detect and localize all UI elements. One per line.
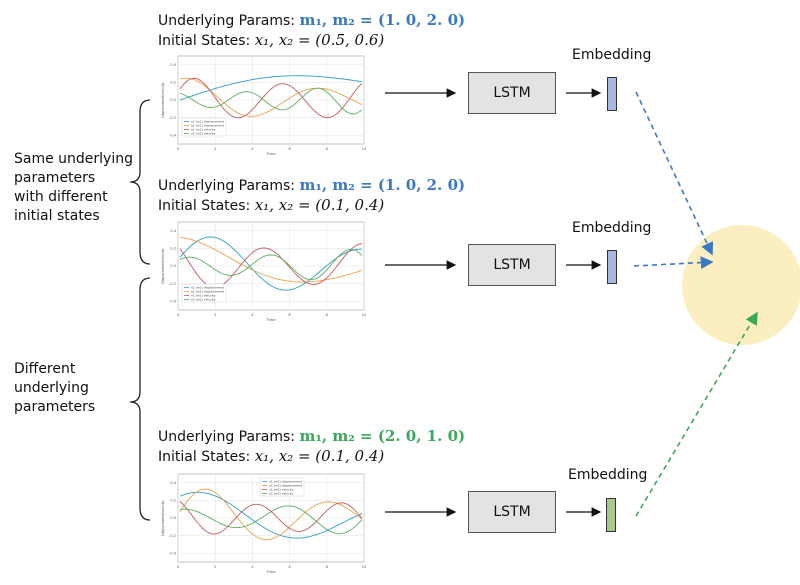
y-tick-label: -0.4	[169, 299, 177, 303]
y-tick-label: 0.2	[170, 81, 176, 85]
legend-entry: v1 (m1) velocity	[191, 128, 216, 132]
series-line	[179, 77, 363, 119]
x-tick-label: 10	[362, 313, 366, 317]
x-tick-label: 0	[177, 147, 179, 151]
panel3-params: Underlying Params: m₁, m₂ = (2. 0, 1. 0)	[158, 427, 466, 445]
series-line	[179, 488, 363, 541]
panel2-states: Initial States: x₁, x₂ = (0.1, 0.4)	[158, 196, 385, 214]
panel2-lstm-box: LSTM	[468, 244, 556, 286]
panel1-embedding-bar	[607, 77, 617, 111]
x-tick-label: 4	[251, 565, 254, 569]
brace-same	[129, 99, 151, 265]
panel2-embedding-bar	[607, 250, 617, 284]
x-axis-label: Time	[265, 151, 276, 156]
legend-entry: v2 (m2) velocity	[269, 492, 294, 496]
legend-entry: x1 (m1) displacement	[191, 120, 225, 124]
legend-entry: x1 (m1) displacement	[191, 286, 225, 290]
y-tick-label: 0.4	[170, 229, 176, 233]
x-tick-label: 6	[288, 147, 290, 151]
legend-entry: v2 (m2) velocity	[191, 132, 216, 136]
y-tick-label: 0.0	[170, 264, 176, 268]
panel1-plot: 0 2 4 6 8 10 0.4 0.2 0.0 -0.2 -0.4 Time Displacement…	[160, 52, 372, 156]
panel2-embedding-label: Embedding	[572, 220, 652, 236]
panel2-plot: 0 2 4 6 8 10 0.4 0.2 0.0 -0.2 -0.4 Time Displacement…	[160, 218, 372, 322]
panel3-embedding-label: Embedding	[568, 467, 648, 483]
x-tick-label: 6	[288, 313, 290, 317]
x-tick-label: 2	[214, 565, 216, 569]
series-line	[179, 236, 363, 291]
panel3-params-math: m₁, m₂ = (2. 0, 1. 0)	[299, 427, 466, 445]
x-axis-label: Time	[265, 317, 276, 322]
panel1-embedding-label: Embedding	[572, 47, 652, 63]
panel2-params: Underlying Params: m₁, m₂ = (1. 0, 2. 0)	[158, 176, 466, 194]
legend-entry: x2 (m2) displacement	[191, 124, 225, 128]
y-axis-label: Displacement/velocity	[161, 248, 165, 284]
panel2-params-math: m₁, m₂ = (1. 0, 2. 0)	[299, 176, 466, 194]
y-tick-label: -0.4	[169, 551, 177, 555]
series-line	[179, 248, 363, 281]
legend-box	[259, 477, 305, 497]
y-tick-label: 0.0	[170, 98, 176, 102]
x-tick-label: 0	[177, 565, 179, 569]
group-label-same: Same underlying parameters with differen…	[14, 151, 133, 224]
y-tick-label: -0.2	[169, 116, 176, 120]
panel3-lstm-box: LSTM	[468, 491, 556, 533]
x-tick-label: 10	[362, 565, 366, 569]
x-tick-label: 10	[362, 147, 366, 151]
brace-different	[129, 277, 151, 521]
panel1-states: Initial States: x₁, x₂ = (0.5, 0.6)	[158, 31, 385, 49]
y-tick-label: -0.2	[169, 534, 176, 538]
x-tick-label: 8	[326, 313, 328, 317]
y-axis-label: Displacement/velocity	[161, 82, 165, 118]
series-line	[179, 87, 363, 115]
legend-box	[181, 117, 227, 137]
y-tick-label: -0.4	[169, 133, 177, 137]
panel1-params: Underlying Params: m₁, m₂ = (1. 0, 2. 0)	[158, 11, 466, 29]
legend-entry: v2 (m2) velocity	[191, 298, 216, 302]
group-label-different: Different underlying parameters	[14, 361, 96, 415]
y-tick-label: 0.4	[170, 481, 176, 485]
x-tick-label: 6	[288, 565, 290, 569]
series-line	[179, 491, 363, 539]
y-axis-label: Displacement/velocity	[161, 500, 165, 536]
x-tick-label: 2	[214, 147, 216, 151]
panel1-lstm-box: LSTM	[468, 72, 556, 114]
y-tick-label: 0.2	[170, 499, 176, 503]
dashed-arrow-emb3	[635, 311, 758, 517]
x-tick-label: 8	[326, 147, 328, 151]
legend-entry: x1 (m1) displacement	[269, 480, 303, 484]
x-tick-label: 8	[326, 565, 328, 569]
embedding-space-circle	[682, 225, 800, 345]
y-tick-label: -0.2	[169, 282, 176, 286]
x-tick-label: 2	[214, 313, 216, 317]
y-tick-label: 0.4	[170, 63, 176, 67]
legend-entry: v1 (m1) velocity	[191, 294, 216, 298]
panel1-params-math: m₁, m₂ = (1. 0, 2. 0)	[299, 11, 466, 29]
legend-entry: v1 (m1) velocity	[269, 488, 294, 492]
x-tick-label: 0	[177, 313, 179, 317]
y-tick-label: 0.0	[170, 516, 176, 520]
panel3-embedding-bar	[606, 498, 616, 532]
panel3-states: Initial States: x₁, x₂ = (0.1, 0.4)	[158, 447, 385, 465]
legend-entry: x2 (m2) displacement	[269, 484, 303, 488]
x-axis-label: Time	[265, 569, 276, 574]
legend-entry: x2 (m2) displacement	[191, 290, 225, 294]
x-tick-label: 4	[251, 313, 254, 317]
y-tick-label: 0.2	[170, 247, 176, 251]
dashed-arrow-emb1	[635, 91, 714, 256]
x-tick-label: 4	[251, 147, 254, 151]
panel3-plot: 0 2 4 6 8 10 0.4 0.2 0.0 -0.2 -0.4 Time Displacement…	[160, 470, 372, 574]
series-line	[179, 505, 363, 535]
series-line	[179, 236, 363, 283]
dashed-arrow-emb2	[633, 256, 714, 269]
legend-box	[181, 283, 227, 303]
